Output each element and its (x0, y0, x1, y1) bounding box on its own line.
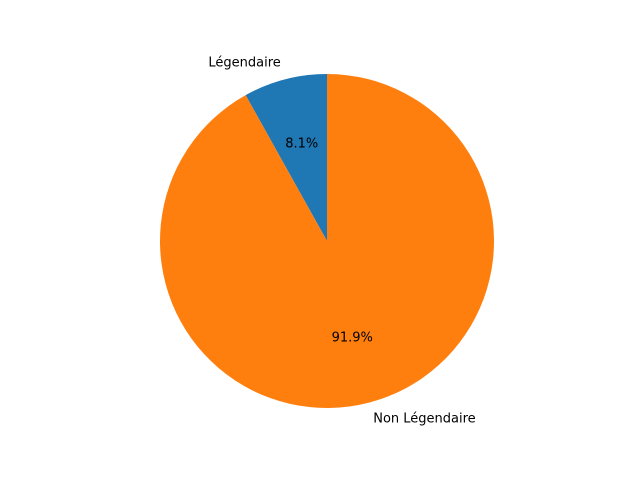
pie-slice-non-legendaire (160, 74, 495, 408)
slice-percent-non-legendaire: 91.9% (332, 330, 373, 345)
pie-slices (160, 74, 495, 408)
pie-slice-legendaire (245, 74, 327, 241)
slice-percent-legendaire: 8.1% (285, 137, 318, 152)
slice-label-legendaire: Légendaire (208, 56, 280, 71)
slice-label-non-legendaire: Non Légendaire (373, 411, 475, 426)
pie-labels: Légendaire 8.1% Non Légendaire 91.9% (208, 56, 475, 427)
